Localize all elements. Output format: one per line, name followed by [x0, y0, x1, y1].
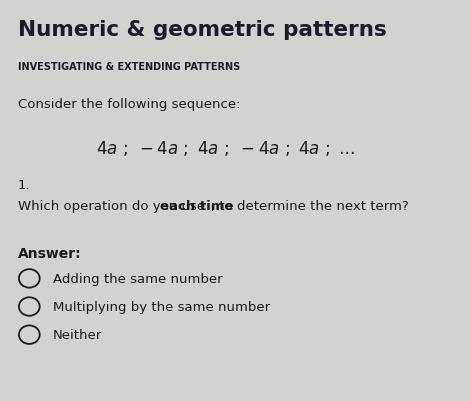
Text: Consider the following sequence:: Consider the following sequence: [18, 98, 241, 111]
Text: Answer:: Answer: [18, 247, 82, 261]
Text: Which operation do you use: Which operation do you use [18, 199, 210, 212]
Text: each time: each time [160, 199, 234, 212]
Text: Adding the same number: Adding the same number [53, 272, 223, 285]
Text: Multiplying by the same number: Multiplying by the same number [53, 300, 270, 313]
Text: 1.: 1. [18, 178, 31, 191]
Text: , to determine the next term?: , to determine the next term? [211, 199, 409, 212]
Text: Numeric & geometric patterns: Numeric & geometric patterns [18, 20, 387, 40]
Text: INVESTIGATING & EXTENDING PATTERNS: INVESTIGATING & EXTENDING PATTERNS [18, 62, 240, 72]
Text: $4a\ ;\ -4a\ ;\ 4a\ ;\ -4a\ ;\ 4a\ ;\ \ldots$: $4a\ ;\ -4a\ ;\ 4a\ ;\ -4a\ ;\ 4a\ ;\ \l… [96, 138, 355, 157]
Text: Neither: Neither [53, 328, 102, 341]
